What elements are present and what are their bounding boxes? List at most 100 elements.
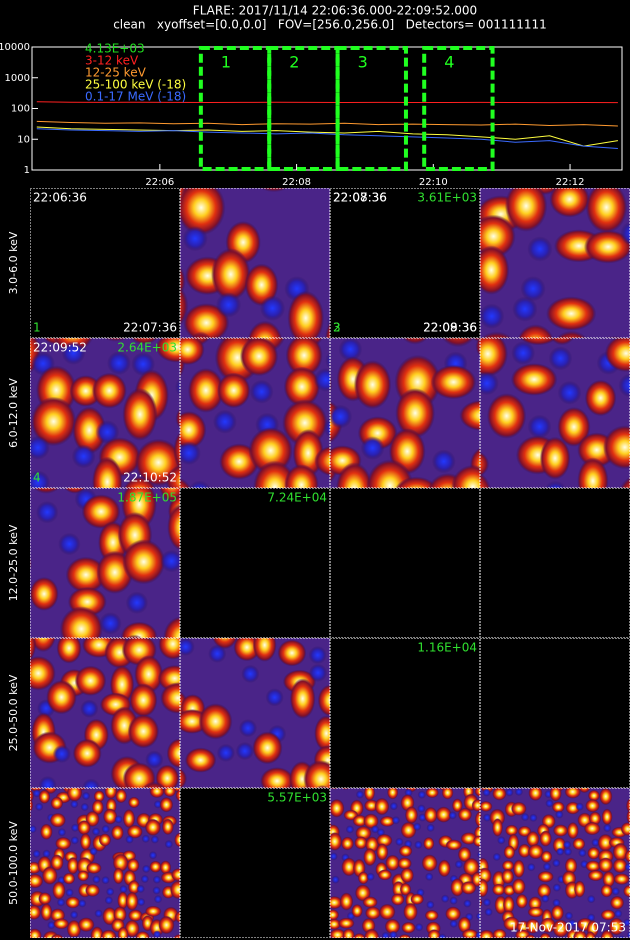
hot-spot: [423, 836, 435, 851]
image-content: [30, 488, 180, 638]
cold-spot: [562, 840, 572, 849]
cold-spot: [70, 799, 79, 809]
cold-spot: [94, 909, 103, 918]
row-label: 12.0-25.0 keV: [7, 524, 20, 601]
hot-spot: [584, 930, 596, 938]
hot-spot: [50, 854, 64, 871]
hot-spot: [125, 891, 139, 911]
cold-spot: [152, 930, 162, 938]
hot-spot: [287, 290, 325, 338]
hot-spot: [599, 788, 613, 806]
hot-spot: [424, 909, 439, 921]
hot-spot: [526, 830, 540, 848]
hot-spot: [583, 821, 601, 836]
hot-spot: [66, 788, 83, 802]
hot-spot: [486, 393, 527, 439]
hot-spot: [285, 338, 323, 377]
hot-spot: [30, 873, 44, 889]
hot-spot: [551, 801, 565, 813]
cold-spot: [30, 470, 51, 488]
hot-spot: [584, 379, 617, 417]
hot-spot: [85, 883, 101, 897]
hot-spot: [585, 799, 600, 813]
panel-border: [180, 188, 330, 338]
hot-spot: [72, 738, 102, 768]
hot-spot: [180, 767, 188, 788]
cold-spot: [557, 380, 582, 405]
cold-spot: [70, 823, 80, 832]
cold-spot: [82, 778, 101, 788]
hot-spot: [608, 917, 625, 936]
panel-top-right: 1.16E+04: [417, 641, 477, 655]
hot-spot: [315, 784, 330, 788]
hot-spot: [38, 892, 52, 906]
hot-spot: [339, 892, 354, 911]
hot-spot: [66, 919, 82, 938]
cold-spot: [527, 414, 552, 439]
cold-spot: [314, 367, 330, 392]
cold-spot: [38, 775, 57, 788]
hot-spot: [387, 788, 399, 800]
x-tick-label: 22:08: [282, 177, 311, 188]
hot-spot: [501, 868, 515, 885]
legend-entry: 12-25 keV: [85, 66, 147, 80]
series-line: [36, 120, 618, 127]
panel-bottom-left: 4: [33, 471, 41, 485]
hot-spot: [503, 845, 516, 860]
hot-spot: [394, 476, 438, 488]
hot-spot: [158, 638, 180, 660]
hot-spot: [161, 818, 174, 836]
panel-top-right: 7.24E+04: [267, 491, 327, 505]
hot-spot: [56, 638, 82, 664]
cold-spot: [417, 790, 427, 799]
cold-spot: [61, 341, 86, 365]
hot-spot: [155, 338, 180, 363]
hot-spot: [587, 869, 604, 882]
hot-spot: [40, 902, 53, 922]
hot-spot: [539, 436, 571, 480]
hot-spot: [504, 188, 548, 232]
cold-spot: [552, 883, 562, 892]
hot-spot: [52, 881, 66, 900]
cold-spot: [480, 303, 505, 329]
image-content: [480, 338, 630, 488]
hot-spot: [400, 867, 414, 884]
cold-spot: [463, 899, 472, 908]
hot-spot: [159, 860, 172, 875]
hot-spot: [46, 680, 77, 715]
cold-spot: [36, 500, 59, 524]
cold-spot: [614, 909, 623, 918]
footer: 17-Nov-2017 07:53: [510, 921, 626, 935]
cold-spot: [70, 935, 79, 938]
hot-spot: [91, 799, 104, 816]
hot-spot: [144, 905, 162, 917]
hot-spot: [540, 850, 553, 863]
cold-spot: [70, 836, 80, 845]
hot-spot: [427, 929, 441, 938]
cold-spot: [148, 851, 158, 860]
cold-spot: [568, 919, 577, 928]
image-panel: [180, 638, 330, 788]
hot-spot: [112, 867, 124, 885]
cold-spot: [448, 811, 457, 820]
cold-spot: [308, 646, 327, 665]
hot-spot: [92, 456, 123, 488]
hot-spot: [357, 871, 369, 885]
hot-spot: [211, 248, 251, 301]
hot-spot: [252, 638, 277, 662]
row-label: 25.0-50.0 keV: [7, 674, 20, 751]
panel-top-left: 22:06:36: [33, 191, 87, 205]
hot-spot: [330, 798, 345, 818]
hot-spot: [564, 788, 581, 799]
hot-spot: [463, 857, 480, 877]
hot-spot: [122, 539, 166, 585]
hot-spot: [573, 880, 586, 898]
cold-spot: [414, 923, 424, 932]
hot-spot: [512, 859, 525, 879]
panel-border: [30, 338, 180, 488]
panel-bottom-left: 1: [33, 321, 41, 335]
cold-spot: [611, 887, 620, 896]
hot-spot: [602, 870, 616, 888]
cold-spot: [475, 930, 480, 938]
